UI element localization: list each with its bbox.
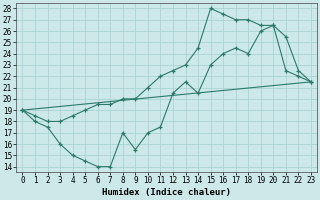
X-axis label: Humidex (Indice chaleur): Humidex (Indice chaleur) (102, 188, 231, 197)
